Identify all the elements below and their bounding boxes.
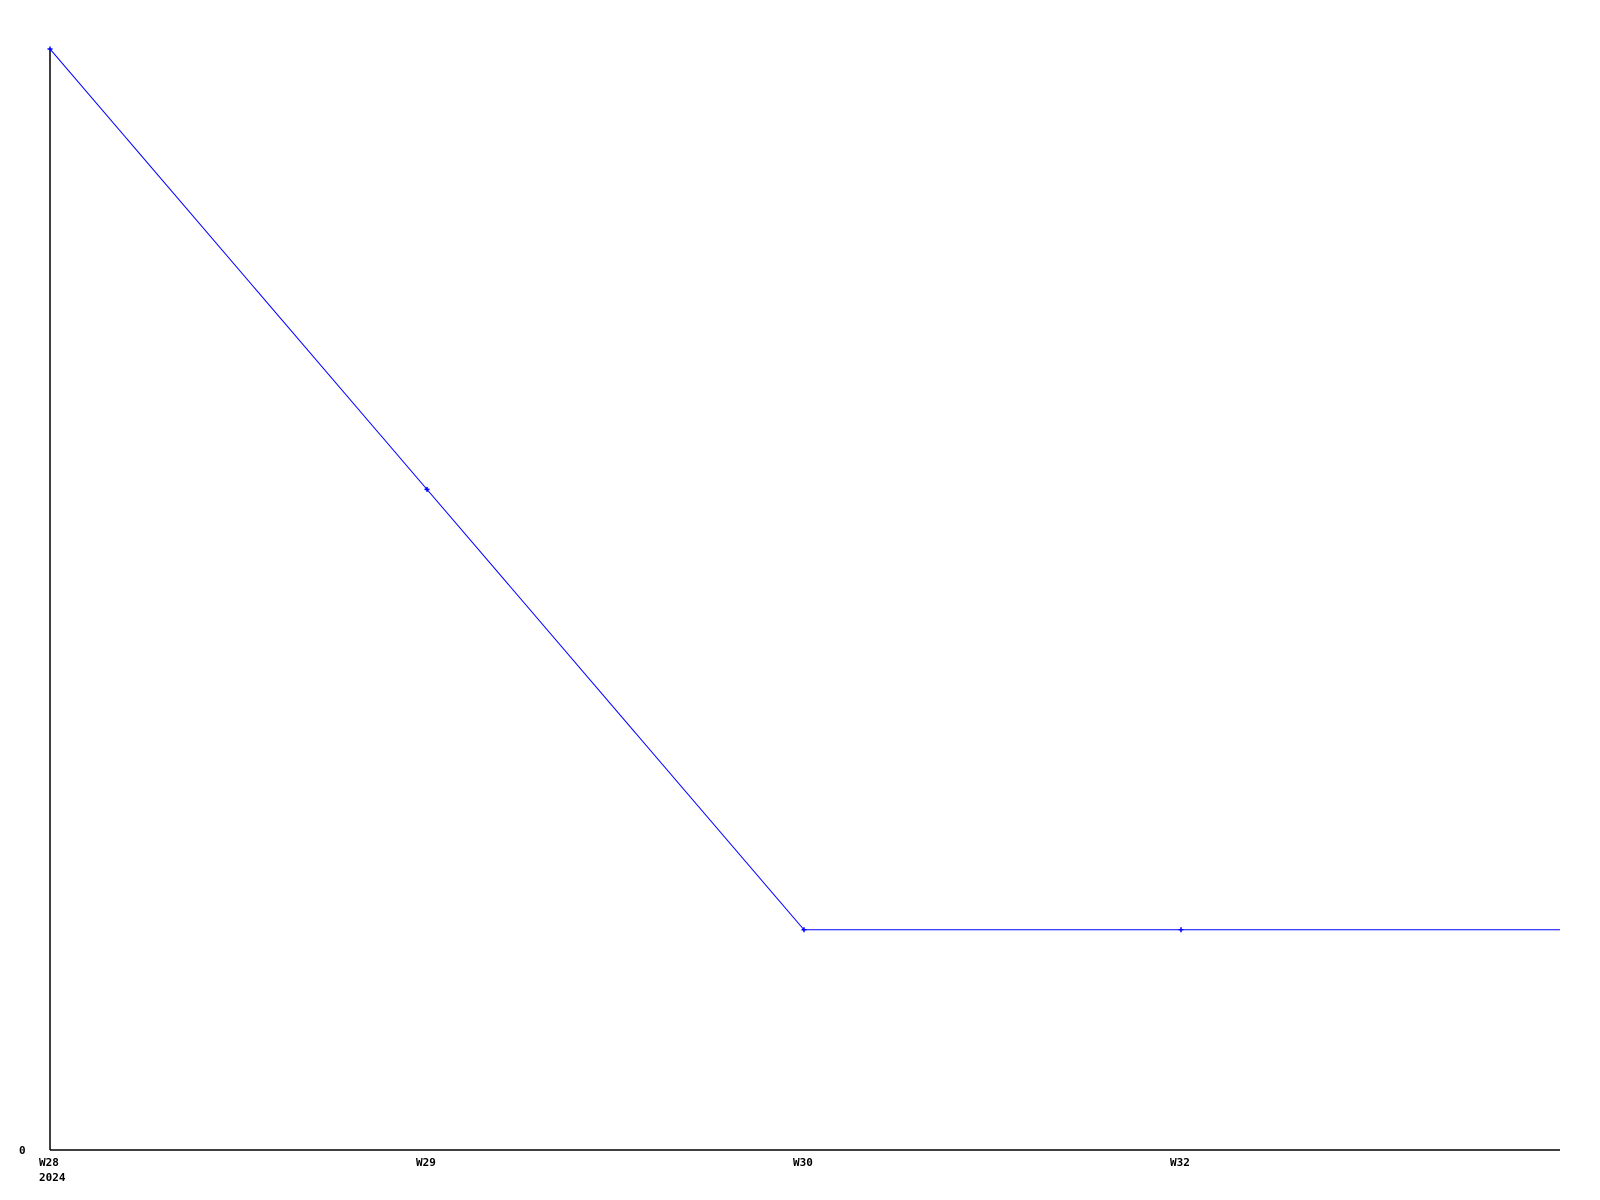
- x-tick-label-w29: W29: [416, 1156, 436, 1169]
- y-tick-label-0: 0: [19, 1144, 26, 1157]
- data-point-w32: [1178, 927, 1184, 933]
- data-point-w30: [801, 927, 807, 933]
- x-tick-label-w28: W28: [39, 1156, 59, 1169]
- x-tick-label-w30: W30: [793, 1156, 813, 1169]
- series-line-0: [49, 48, 1560, 931]
- data-point-w28: [47, 46, 53, 52]
- x-sublabel-year: 2024: [39, 1171, 66, 1184]
- x-tick-label-w32: W32: [1170, 1156, 1190, 1169]
- data-point-w29: [424, 486, 430, 492]
